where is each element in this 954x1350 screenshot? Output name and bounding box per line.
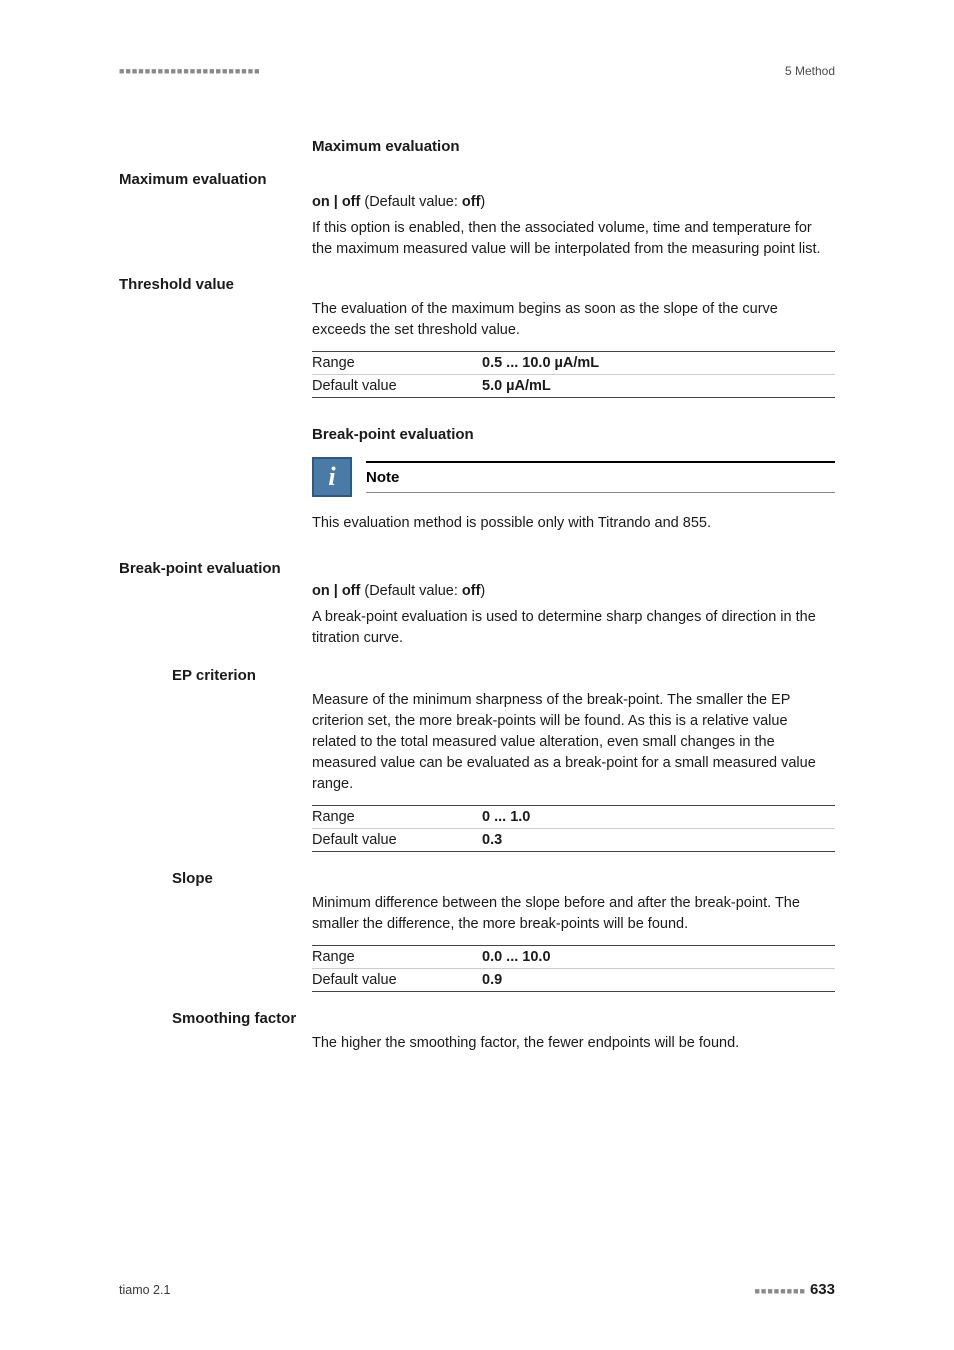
param-key: Range — [312, 809, 482, 825]
param-value: 5.0 µA/mL — [482, 378, 551, 394]
info-icon: i — [312, 457, 352, 497]
default-value: off — [462, 583, 481, 599]
table-row: Default value 0.9 — [312, 968, 835, 991]
default-maximum-evaluation: on | off (Default value: off) — [312, 194, 835, 210]
field-label-slope: Slope — [172, 870, 835, 887]
table-row: Range 0.5 ... 10.0 µA/mL — [312, 352, 835, 374]
table-row: Range 0 ... 1.0 — [312, 806, 835, 828]
table-row: Default value 0.3 — [312, 828, 835, 851]
field-label-smoothing-factor: Smoothing factor — [172, 1010, 835, 1027]
table-row: Range 0.0 ... 10.0 — [312, 946, 835, 968]
default-mid: (Default value: — [360, 194, 462, 210]
footer-page: ■■■■■■■■ 633 — [754, 1281, 835, 1298]
param-value: 0.0 ... 10.0 — [482, 949, 551, 965]
body-smoothing-factor: The higher the smoothing factor, the few… — [312, 1033, 835, 1054]
footer-product: tiamo 2.1 — [119, 1283, 170, 1297]
param-value: 0.5 ... 10.0 µA/mL — [482, 355, 599, 371]
table-slope: Range 0.0 ... 10.0 Default value 0.9 — [312, 945, 835, 992]
note-header: i Note — [312, 457, 835, 497]
body-break-point-evaluation: A break-point evaluation is used to dete… — [312, 607, 835, 649]
default-mid: (Default value: — [360, 583, 462, 599]
heading-maximum-evaluation: Maximum evaluation — [312, 138, 835, 155]
field-label-maximum-evaluation: Maximum evaluation — [119, 171, 835, 188]
default-options: on | off — [312, 583, 360, 599]
info-icon-glyph: i — [328, 462, 335, 492]
body-ep-criterion: Measure of the minimum sharpness of the … — [312, 690, 835, 795]
default-break-point-evaluation: on | off (Default value: off) — [312, 583, 835, 599]
page-footer: tiamo 2.1 ■■■■■■■■ 633 — [119, 1281, 835, 1298]
note-box: i Note This evaluation method is possibl… — [312, 457, 835, 534]
table-threshold-value: Range 0.5 ... 10.0 µA/mL Default value 5… — [312, 351, 835, 398]
table-ep-criterion: Range 0 ... 1.0 Default value 0.3 — [312, 805, 835, 852]
table-row: Default value 5.0 µA/mL — [312, 374, 835, 397]
param-key: Range — [312, 355, 482, 371]
body-slope: Minimum difference between the slope bef… — [312, 893, 835, 935]
field-label-break-point-evaluation: Break-point evaluation — [119, 560, 835, 577]
note-body: This evaluation method is possible only … — [312, 513, 835, 534]
param-value: 0 ... 1.0 — [482, 809, 530, 825]
page-header: ■■■■■■■■■■■■■■■■■■■■■■ 5 Method — [119, 64, 835, 78]
note-title: Note — [366, 469, 835, 486]
default-value: off — [462, 194, 481, 210]
default-suffix: ) — [480, 194, 485, 210]
page-content: Maximum evaluation Maximum evaluation on… — [119, 110, 835, 1054]
param-value: 0.3 — [482, 832, 502, 848]
param-key: Default value — [312, 378, 482, 394]
header-dots: ■■■■■■■■■■■■■■■■■■■■■■ — [119, 66, 261, 76]
field-label-threshold-value: Threshold value — [119, 276, 835, 293]
heading-break-point-evaluation: Break-point evaluation — [312, 426, 835, 443]
footer-dots: ■■■■■■■■ — [754, 1286, 806, 1296]
header-section-label: 5 Method — [785, 64, 835, 78]
body-threshold-value: The evaluation of the maximum begins as … — [312, 299, 835, 341]
field-label-ep-criterion: EP criterion — [172, 667, 835, 684]
param-key: Range — [312, 949, 482, 965]
default-options: on | off — [312, 194, 360, 210]
param-key: Default value — [312, 972, 482, 988]
param-key: Default value — [312, 832, 482, 848]
footer-page-number: 633 — [810, 1281, 835, 1298]
param-value: 0.9 — [482, 972, 502, 988]
note-title-wrap: Note — [366, 461, 835, 493]
body-maximum-evaluation: If this option is enabled, then the asso… — [312, 218, 835, 260]
default-suffix: ) — [480, 583, 485, 599]
